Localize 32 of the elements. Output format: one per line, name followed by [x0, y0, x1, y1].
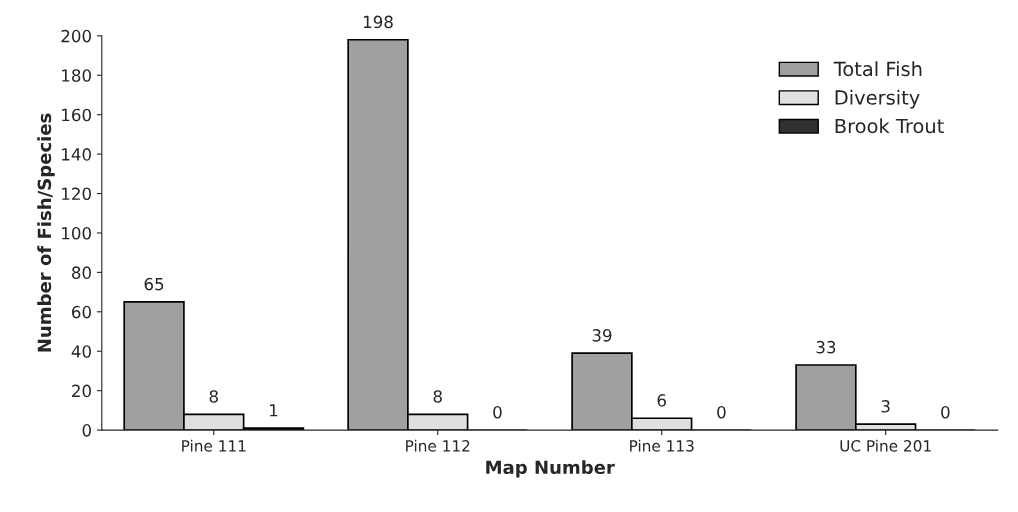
y-tick-label: 180	[62, 69, 91, 82]
data-label: 8	[209, 390, 218, 403]
legend-label: Brook Trout	[835, 118, 944, 134]
y-tick-label: 200	[61, 29, 91, 43]
y-tick-label: 80	[72, 266, 91, 279]
data-label: 6	[657, 394, 666, 407]
y-tick-label: 120	[62, 187, 91, 201]
x-axis-title: Map Number	[486, 460, 615, 478]
x-tick-label: Pine 112	[406, 439, 470, 452]
x-tick-label: UC Pine 201	[840, 439, 931, 452]
data-label: 1	[270, 404, 278, 417]
data-label: 198	[363, 15, 393, 29]
data-label: 0	[717, 405, 726, 419]
y-tick-label: 20	[72, 384, 91, 398]
x-tick-label: Pine 111	[182, 439, 246, 452]
data-label: 65	[144, 277, 164, 291]
data-label: 33	[816, 340, 836, 354]
data-label: 8	[433, 390, 442, 403]
y-tick-label: 100	[62, 226, 91, 240]
y-tick-label: 0	[82, 424, 91, 437]
legend-label: Total Fish	[833, 61, 922, 77]
data-label: 39	[592, 329, 612, 342]
x-tick-label: Pine 113	[630, 439, 694, 452]
legend-label: Diversity	[835, 89, 920, 109]
y-tick-label: 60	[72, 305, 91, 319]
y-tick-label: 40	[71, 345, 91, 358]
data-label: 0	[493, 405, 502, 419]
y-tick-label: 160	[62, 108, 91, 122]
data-label: 3	[881, 400, 890, 413]
y-tick-label: 140	[62, 148, 91, 161]
y-axis-title: Number of Fish/Species	[37, 113, 55, 352]
data-label: 0	[941, 405, 950, 419]
